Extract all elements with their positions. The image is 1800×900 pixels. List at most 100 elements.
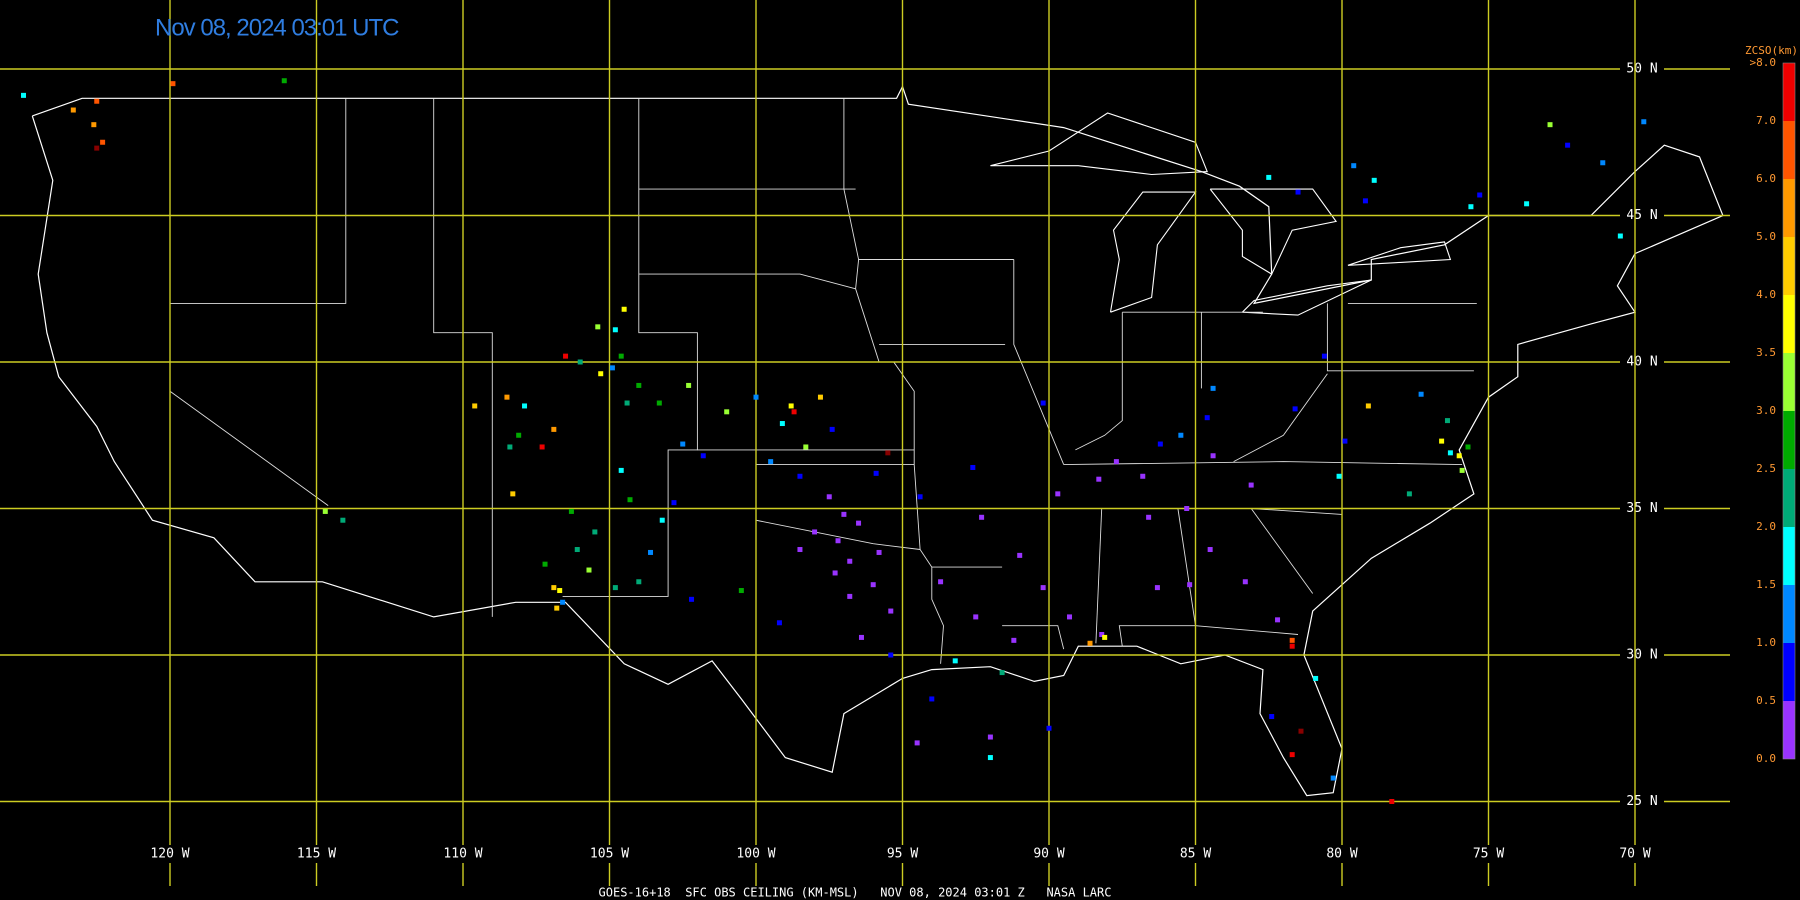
station-observation [1289,752,1295,758]
longitude-label: 80 W [1326,847,1357,862]
station-observation [100,139,106,145]
legend-tick-label: 0.5 [1756,694,1776,707]
station-observation [970,464,976,470]
station-observation [841,511,847,517]
station-observation [322,508,328,514]
longitude-label: 105 W [590,847,629,862]
station-observation [1040,400,1046,406]
map-title: Nov 08, 2024 03:01 UTC [155,14,399,41]
station-observation [636,579,642,585]
label-backdrop [876,845,929,863]
longitude-label: 70 W [1619,847,1650,862]
footer: GOES-16+18 SFC OBS CEILING (KM-MSL) NOV … [599,886,1112,900]
legend: ZCSO(km) 0.0 0.5 1.0 1.5 2.0 2.5 3.0 3.5 4.0 5.0 6.… [1745,44,1798,765]
lake-shore [1242,279,1372,316]
legend-title: ZCSO(km) [1745,44,1798,57]
legend-tick-label: 4.0 [1756,288,1776,301]
latitude-label: 35 N [1626,501,1657,516]
station-observation [504,394,510,400]
longitude-label: 95 W [887,847,918,862]
legend-swatch [1783,527,1795,585]
latitude-label: 30 N [1626,648,1657,663]
station-observation [91,122,97,128]
station-observation [612,327,618,333]
latitude-label: 40 N [1626,355,1657,370]
station-observation [870,582,876,588]
station-observation [1067,614,1073,620]
station-observation [627,497,633,503]
station-observation [510,491,516,497]
station-observation [973,614,979,620]
station-observation [636,382,642,388]
station-observation [1154,585,1160,591]
label-backdrop [1462,845,1515,863]
graticule: 50 N 45 N 40 N 35 N 30 N 25 N 120 W 115 W 110 W 1… [0,0,1730,886]
state-border [638,273,856,290]
station-observation [574,547,580,553]
label-backdrop [437,845,489,863]
state-border [1233,373,1328,462]
station-observation [1321,353,1327,359]
station-observation [551,585,557,591]
lake-shore [1109,191,1197,313]
state-border [1002,625,1065,650]
station-observation [648,549,654,555]
station-observation [21,92,26,98]
longitude-label: 110 W [443,847,482,862]
station-observation [1600,160,1606,166]
station-observation [680,441,686,447]
station-observation [1298,728,1304,734]
station-observation [812,529,818,535]
station-observation [516,432,522,438]
station-observation [618,467,624,473]
station-observation [522,403,528,409]
station-observation [858,634,864,640]
station-observation [987,755,993,761]
station-observation [1456,453,1462,459]
station-observation [847,593,853,599]
station-observation [917,494,923,500]
station-observation [1439,438,1445,444]
legend-swatch [1783,701,1795,759]
state-border [1063,461,1463,466]
station-observation [340,517,346,523]
legend-tick-label: 1.0 [1756,636,1776,649]
label-backdrop [1023,845,1075,863]
legend-tick-label: 2.0 [1756,520,1776,533]
station-observation [797,473,803,479]
station-observation [1617,233,1623,239]
station-observation [1336,473,1342,479]
station-observation [612,585,618,591]
label-backdrop [1620,647,1664,663]
station-observation [1102,634,1108,640]
label-backdrop [1169,845,1222,863]
label-backdrop [1620,793,1664,810]
legend-tick-label: 3.0 [1756,404,1776,417]
latitude-label: 50 N [1626,62,1657,77]
station-observation [776,620,782,626]
station-observation [876,549,882,555]
station-observation [568,508,574,514]
station-observation [671,500,677,506]
station-observation [542,561,548,567]
station-observation [1269,714,1275,720]
lake-shore [1347,241,1452,266]
legend-swatch [1783,295,1795,353]
station-observation [1187,582,1193,588]
latitude-label: 25 N [1626,794,1657,809]
station-observation [1184,506,1190,511]
state-border [1326,303,1474,372]
station-observation [1371,177,1377,183]
station-observation [1146,514,1152,520]
station-observation [832,570,838,576]
station-observation [888,608,894,614]
station-observation [999,670,1005,676]
label-backdrop [1620,61,1664,77]
station-observation [768,459,774,465]
legend-swatch [1783,121,1795,179]
station-observation [621,306,627,312]
label-backdrop [1620,207,1664,224]
station-observation [1524,201,1530,207]
longitude-label: 85 W [1180,847,1211,862]
station-observation [507,444,513,450]
